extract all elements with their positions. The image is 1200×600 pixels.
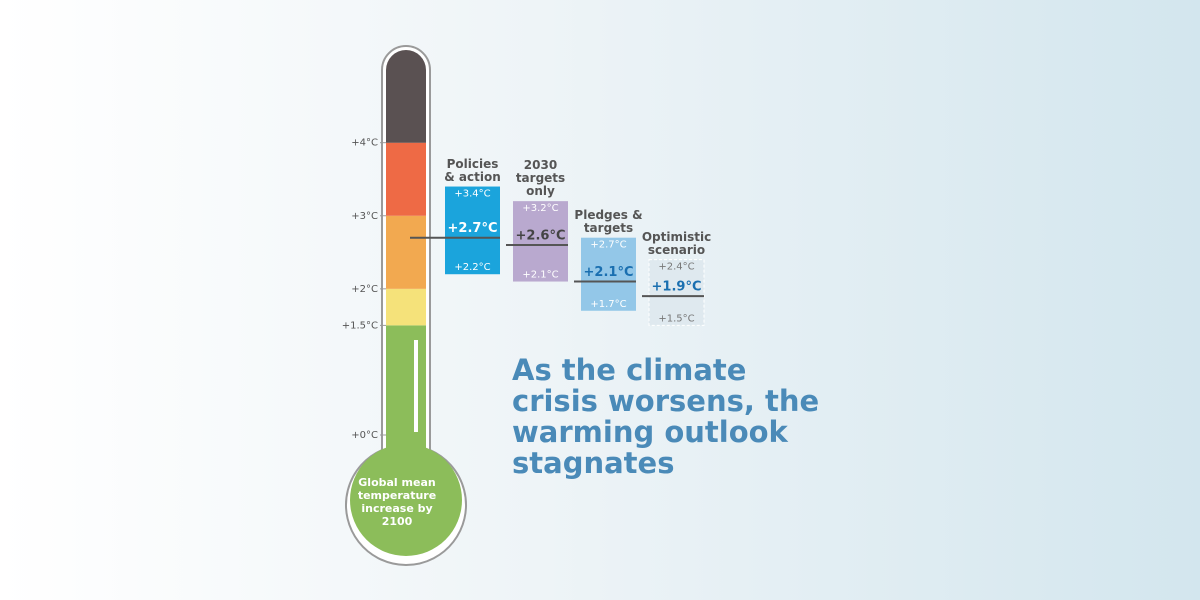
- low-label: +1.7°C: [590, 299, 626, 310]
- mercury: [414, 340, 418, 432]
- scenario-label: 2030 targets only: [515, 158, 566, 199]
- low-label: +2.1°C: [522, 270, 558, 281]
- low-label: +1.5°C: [658, 313, 694, 324]
- temperature-band: [386, 325, 426, 455]
- temperature-band: [386, 142, 426, 216]
- scenario-label: Optimistic scenario: [641, 229, 712, 257]
- range-box: [445, 186, 500, 275]
- high-label: +3.4°C: [454, 189, 490, 200]
- y-tick-label: +1.5°C: [342, 320, 378, 331]
- central-label: +1.9°C: [652, 280, 702, 295]
- headline: As the climate crisis worsens, the warmi…: [512, 353, 820, 480]
- range-box: [513, 201, 568, 282]
- high-label: +2.4°C: [658, 262, 694, 273]
- temperature-band: [386, 288, 426, 326]
- high-label: +3.2°C: [522, 203, 558, 214]
- temperature-band: [386, 215, 426, 289]
- y-tick-label: +3°C: [351, 211, 378, 222]
- low-label: +2.2°C: [454, 262, 490, 273]
- temperature-band: [386, 50, 426, 143]
- thermometer-bulb: [350, 444, 462, 556]
- central-label: +2.6°C: [516, 229, 566, 244]
- range-box: [648, 259, 705, 326]
- central-label: +2.1°C: [584, 265, 634, 280]
- range-box: [581, 237, 636, 311]
- axis-label: Global mean temperature increase by 2100: [357, 476, 437, 528]
- y-tick-label: +4°C: [351, 138, 378, 149]
- scenario-label: Pledges & targets: [574, 207, 643, 235]
- high-label: +2.7°C: [590, 240, 626, 251]
- scenario-label: Policies & action: [444, 156, 501, 184]
- central-label: +2.7°C: [448, 221, 498, 236]
- y-tick-label: +2°C: [351, 284, 378, 295]
- y-tick-label: +0°C: [351, 430, 378, 441]
